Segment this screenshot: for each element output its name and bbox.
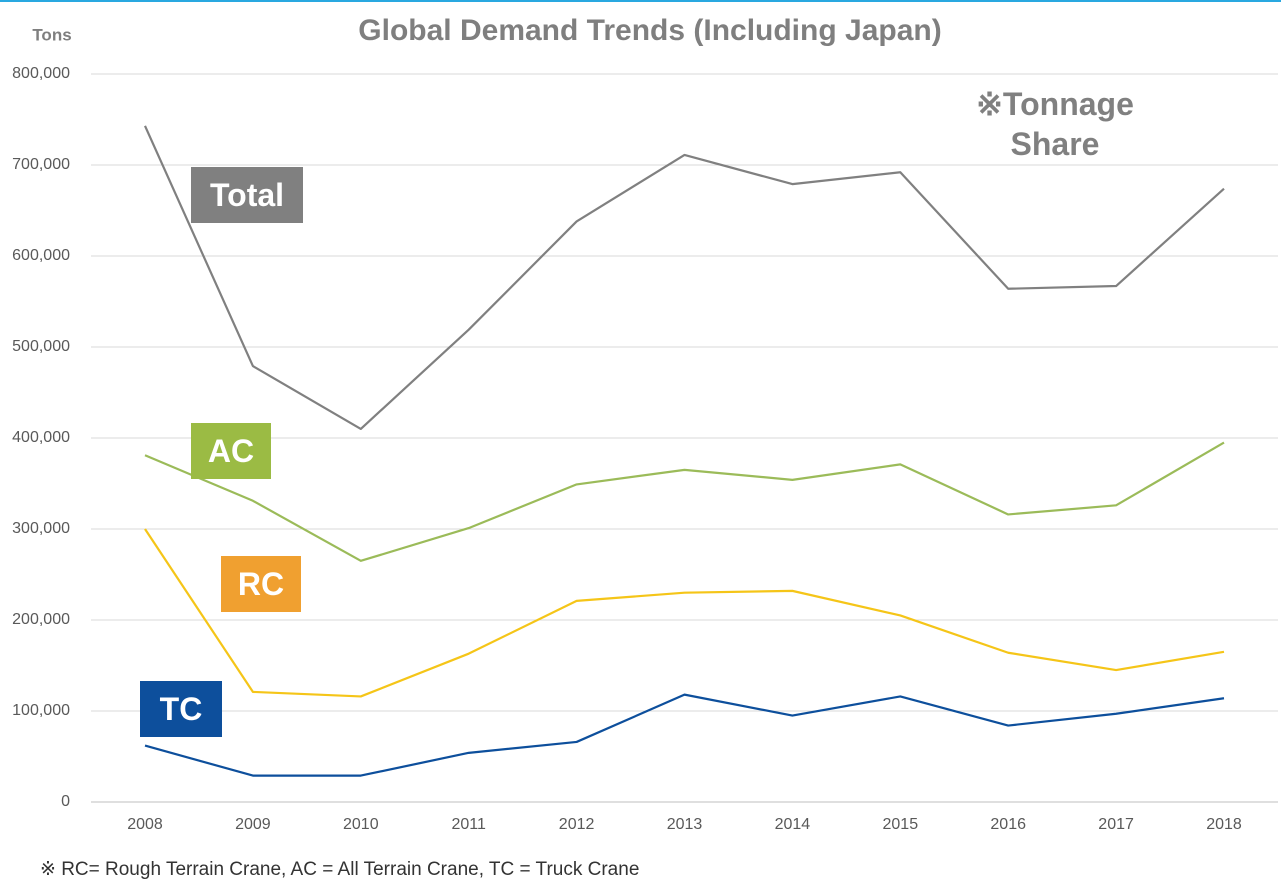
x-tick-label: 2010 xyxy=(343,816,379,833)
x-tick-label: 2013 xyxy=(667,816,703,833)
series-label: RC xyxy=(221,556,301,612)
y-tick-label: 600,000 xyxy=(12,247,70,264)
series-line xyxy=(144,441,1225,562)
x-tick-label: 2009 xyxy=(235,816,271,833)
series-line xyxy=(144,528,1225,698)
series-line xyxy=(144,693,1225,777)
y-tick-label: 500,000 xyxy=(12,338,70,355)
y-tick-label: 300,000 xyxy=(12,520,70,537)
y-tick-label: 100,000 xyxy=(12,702,70,719)
annotation: ※Tonnage Share xyxy=(976,86,1134,162)
y-tick-label: 800,000 xyxy=(12,65,70,82)
series-line xyxy=(143,125,1225,430)
x-tick-label: 2018 xyxy=(1206,816,1242,833)
y-tick-label: 400,000 xyxy=(12,429,70,446)
series-label: AC xyxy=(191,423,271,479)
x-tick-label: 2012 xyxy=(559,816,595,833)
x-tick-label: 2016 xyxy=(990,816,1026,833)
x-tick-label: 2017 xyxy=(1098,816,1134,833)
y-tick-label: 700,000 xyxy=(12,156,70,173)
footnote: ※ RC= Rough Terrain Crane, AC = All Terr… xyxy=(40,859,640,880)
y-axis-label: Tons xyxy=(32,25,71,44)
x-tick-label: 2015 xyxy=(883,816,919,833)
y-tick-label: 0 xyxy=(61,793,70,810)
x-tick-label: 2008 xyxy=(127,816,163,833)
series-label: Total xyxy=(191,167,303,223)
series-label: TC xyxy=(140,681,222,737)
y-tick-label: 200,000 xyxy=(12,611,70,628)
x-tick-label: 2014 xyxy=(775,816,811,833)
x-tick-label: 2011 xyxy=(451,816,486,833)
chart-title: Global Demand Trends (Including Japan) xyxy=(358,14,941,47)
